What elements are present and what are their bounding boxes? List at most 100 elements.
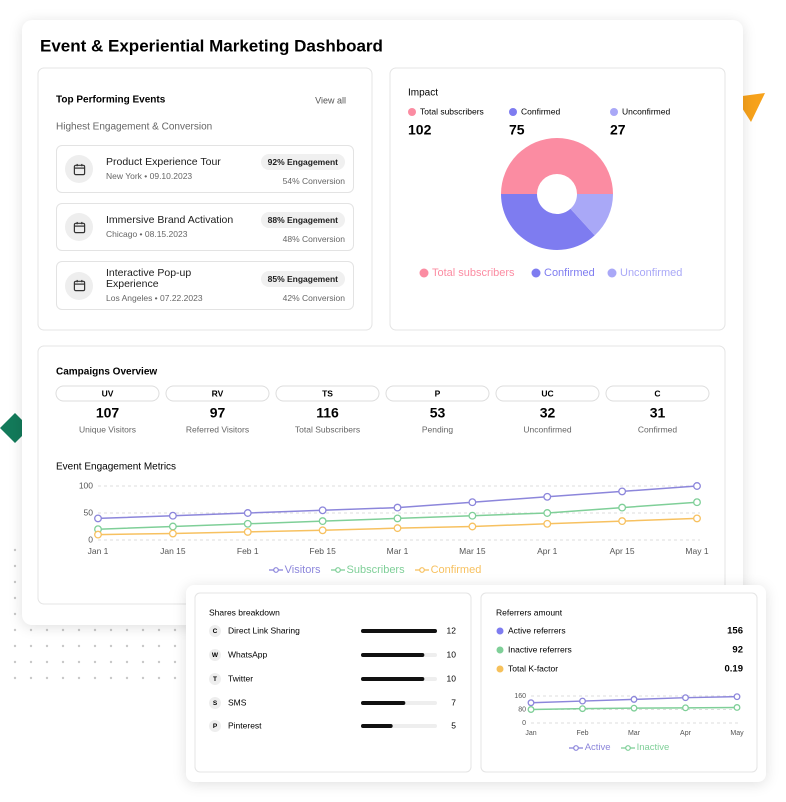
data-point xyxy=(243,527,252,536)
legend-label: Visitors xyxy=(284,564,321,576)
y-tick-label: 160 xyxy=(514,693,526,700)
calendar-glyph xyxy=(73,221,85,233)
dot xyxy=(157,644,161,648)
tile-value: 97 xyxy=(210,405,226,421)
conversion-text: 54% Conversion xyxy=(282,176,345,186)
share-name: SMS xyxy=(228,697,247,707)
calendar-icon xyxy=(65,213,93,241)
share-bar xyxy=(361,677,425,681)
dot xyxy=(125,644,129,648)
dot xyxy=(61,644,65,648)
panel-title: Referrers amount xyxy=(496,607,563,617)
calendar-glyph xyxy=(73,279,85,292)
legend-value: 102 xyxy=(408,122,432,138)
panel-title: Campaigns Overview xyxy=(56,367,157,378)
legend-value: 75 xyxy=(509,122,525,138)
data-point xyxy=(393,514,402,523)
pie-slice xyxy=(501,138,613,194)
legend-label: Unconfirmed xyxy=(622,106,670,116)
legend-item: Active xyxy=(568,742,611,753)
x-tick-label: Feb 15 xyxy=(309,546,336,556)
dot xyxy=(13,548,17,552)
legend: Active Inactive xyxy=(481,742,757,753)
dot xyxy=(77,644,81,648)
share-icon xyxy=(209,673,221,685)
series-line xyxy=(530,695,738,704)
legend-dot xyxy=(509,108,517,116)
dot xyxy=(173,676,177,680)
tile-code: UV xyxy=(102,388,114,398)
event-item: Interactive Pop-up Experience Los Angeles… xyxy=(56,261,354,310)
tile-pill xyxy=(605,385,710,402)
x-tick-label: Apr 15 xyxy=(610,546,635,556)
share-value: 10 xyxy=(447,649,457,659)
data-point xyxy=(318,506,327,515)
shares-panel xyxy=(194,592,472,773)
data-point xyxy=(243,519,252,528)
data-point xyxy=(527,706,535,713)
x-tick-label: Mar xyxy=(628,730,641,737)
dot xyxy=(13,644,17,648)
y-tick-label: 100 xyxy=(79,480,93,490)
referrer-dot xyxy=(496,646,504,654)
dot xyxy=(61,676,65,680)
dot xyxy=(173,628,177,632)
data-point xyxy=(527,699,535,707)
share-value: 7 xyxy=(451,697,456,707)
view-all-link[interactable]: View all xyxy=(315,95,346,105)
tile-value: 107 xyxy=(96,405,120,421)
share-bar xyxy=(361,701,406,705)
series-line xyxy=(97,517,698,536)
conversion-text: 48% Conversion xyxy=(282,234,345,244)
dot xyxy=(93,660,97,664)
tile-label: Unique Visitors xyxy=(79,424,136,434)
pie-slice xyxy=(501,194,595,250)
legend-label: Unconfirmed xyxy=(620,267,682,279)
legend-label: Confirmed xyxy=(521,106,560,116)
dot xyxy=(109,660,113,664)
x-tick-label: Apr xyxy=(680,730,692,737)
legend-label: Total subscribers xyxy=(420,106,484,116)
x-tick-label: Jan xyxy=(525,730,536,737)
dot xyxy=(109,644,113,648)
legend-item: Subscribers xyxy=(330,564,405,576)
data-point xyxy=(733,704,741,711)
dot xyxy=(13,564,17,568)
data-point xyxy=(630,695,638,703)
event-name: Product Experience Tour xyxy=(106,156,221,168)
x-tick-label: Jan 15 xyxy=(160,546,186,556)
legend-dot xyxy=(408,108,416,116)
tile-label: Confirmed xyxy=(638,424,677,434)
chart-title: Event Engagement Metrics xyxy=(56,462,176,473)
x-tick-label: Mar 1 xyxy=(387,546,409,556)
x-tick-label: May 1 xyxy=(685,546,708,556)
dot xyxy=(13,628,17,632)
referrer-dot xyxy=(496,665,504,673)
tile-code: RV xyxy=(212,388,224,398)
dot xyxy=(125,628,129,632)
share-icon xyxy=(209,697,221,709)
series-line xyxy=(97,485,698,520)
tile-pill xyxy=(495,385,600,402)
tile-label: Referred Visitors xyxy=(186,424,249,434)
share-bar xyxy=(361,724,393,728)
data-point xyxy=(468,498,477,507)
tile-pill xyxy=(165,385,270,402)
tile-code: P xyxy=(435,388,441,398)
data-point xyxy=(168,529,177,538)
share-bar xyxy=(361,629,437,633)
dot xyxy=(157,660,161,664)
dot xyxy=(141,628,145,632)
tile-pill xyxy=(275,385,380,402)
legend-label: Active xyxy=(584,742,611,753)
data-point xyxy=(543,519,552,528)
dot xyxy=(13,660,17,664)
data-point xyxy=(543,492,552,501)
legend-item: Confirmed xyxy=(414,564,482,576)
data-point xyxy=(543,509,552,517)
data-point xyxy=(243,509,252,517)
data-point xyxy=(94,525,102,534)
dot xyxy=(77,628,81,632)
legend-label: Confirmed xyxy=(430,564,482,576)
share-icon xyxy=(209,625,221,637)
